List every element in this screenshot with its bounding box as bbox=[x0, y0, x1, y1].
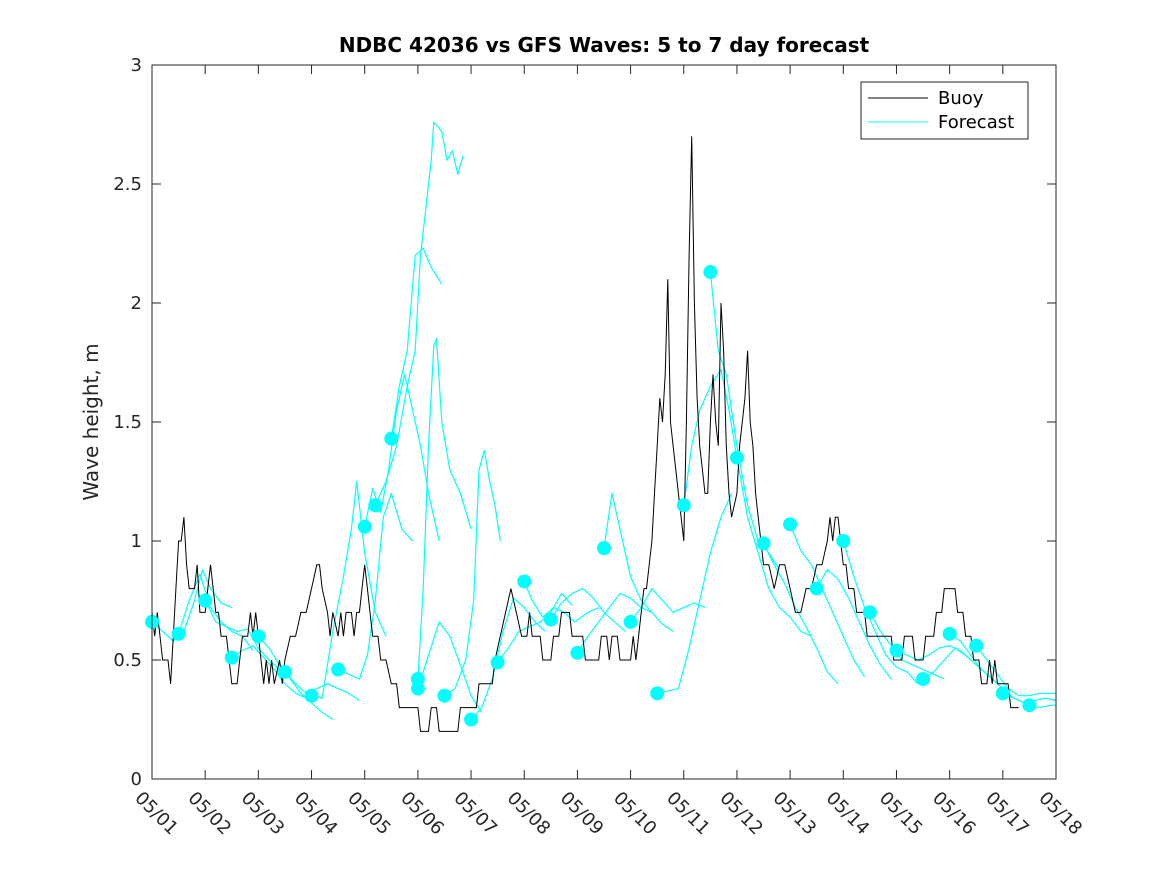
forecast-marker bbox=[331, 662, 346, 677]
forecast-marker bbox=[809, 581, 824, 596]
forecast-marker bbox=[650, 686, 665, 701]
forecast-marker bbox=[969, 638, 984, 653]
forecast-line bbox=[630, 588, 706, 623]
forecast-line bbox=[257, 635, 334, 720]
buoy-line bbox=[151, 136, 1019, 732]
forecast-marker bbox=[836, 534, 851, 548]
legend-label-buoy: Buoy bbox=[938, 88, 984, 109]
y-axis-label: Wave height, m bbox=[79, 343, 103, 500]
forecast-line bbox=[178, 573, 254, 651]
forecast-marker bbox=[995, 686, 1010, 701]
forecast-marker bbox=[543, 612, 558, 627]
forecast-marker bbox=[597, 541, 611, 556]
forecast-line bbox=[523, 581, 599, 623]
forecast-line bbox=[842, 540, 919, 685]
forecast-marker bbox=[676, 498, 691, 513]
forecast-marker bbox=[464, 712, 479, 727]
forecast-line bbox=[603, 492, 674, 632]
legend-label-forecast: Forecast bbox=[938, 112, 1014, 133]
y-tick-label: 3 bbox=[131, 55, 142, 76]
forecast-marker bbox=[756, 536, 771, 551]
forecast-marker bbox=[889, 643, 904, 658]
y-tick-label: 1 bbox=[131, 531, 142, 552]
forecast-line bbox=[390, 247, 443, 439]
forecast-line bbox=[736, 457, 812, 637]
forecast-marker bbox=[490, 655, 505, 670]
forecast-marker bbox=[368, 498, 383, 513]
forecast-marker bbox=[437, 688, 452, 703]
forecast-line bbox=[444, 450, 501, 697]
forecast-line bbox=[576, 592, 653, 654]
forecast-marker bbox=[224, 650, 239, 665]
y-tick-label: 0.5 bbox=[113, 650, 142, 671]
forecast-marker bbox=[703, 265, 718, 280]
forecast-marker bbox=[1022, 698, 1037, 713]
y-tick-label: 2.5 bbox=[113, 174, 142, 195]
y-tick-label: 2 bbox=[131, 293, 142, 314]
y-tick-label: 0 bbox=[131, 769, 142, 790]
forecast-marker bbox=[410, 681, 425, 696]
forecast-marker bbox=[729, 450, 744, 465]
forecast-line bbox=[497, 592, 573, 663]
forecast-marker bbox=[783, 517, 798, 532]
legend: Buoy Forecast bbox=[860, 81, 1029, 140]
forecast-line bbox=[949, 633, 1025, 704]
forecast-line bbox=[204, 600, 281, 670]
forecast-line bbox=[151, 569, 233, 642]
forecast-line bbox=[789, 524, 866, 678]
plot-area bbox=[152, 65, 1056, 779]
forecast-marker bbox=[198, 593, 213, 608]
forecast-line bbox=[231, 645, 307, 699]
forecast-line bbox=[975, 645, 1056, 697]
forecast-line bbox=[896, 645, 972, 661]
forecast-line bbox=[311, 480, 387, 699]
forecast-line bbox=[417, 621, 483, 713]
forecast-line bbox=[417, 338, 472, 680]
chart-title: NDBC 42036 vs GFS Waves: 5 to 7 day fore… bbox=[339, 33, 870, 57]
forecast-marker bbox=[171, 626, 186, 641]
forecast-line bbox=[374, 121, 464, 506]
forecast-marker bbox=[304, 688, 319, 703]
forecast-marker bbox=[277, 664, 292, 679]
forecast-marker bbox=[862, 605, 877, 620]
forecast-marker bbox=[251, 629, 266, 644]
axes-box bbox=[151, 64, 1057, 780]
legend-box bbox=[860, 81, 1029, 140]
forecast-marker bbox=[623, 614, 638, 629]
forecast-line bbox=[284, 671, 360, 701]
forecast-marker bbox=[384, 431, 399, 446]
forecast-line bbox=[762, 543, 839, 685]
y-tick-label: 1.5 bbox=[113, 412, 142, 433]
forecast-line bbox=[337, 492, 414, 680]
forecast-line bbox=[657, 493, 733, 694]
forecast-line bbox=[550, 588, 626, 632]
forecast-marker bbox=[357, 519, 372, 534]
forecast-marker bbox=[916, 672, 931, 687]
forecast-marker bbox=[942, 626, 957, 641]
forecast-line bbox=[816, 569, 892, 680]
forecast-marker bbox=[570, 645, 585, 660]
forecast-marker bbox=[517, 574, 532, 589]
forecast-line bbox=[470, 597, 546, 720]
forecast-line bbox=[683, 369, 738, 506]
series-layer bbox=[145, 121, 1057, 732]
